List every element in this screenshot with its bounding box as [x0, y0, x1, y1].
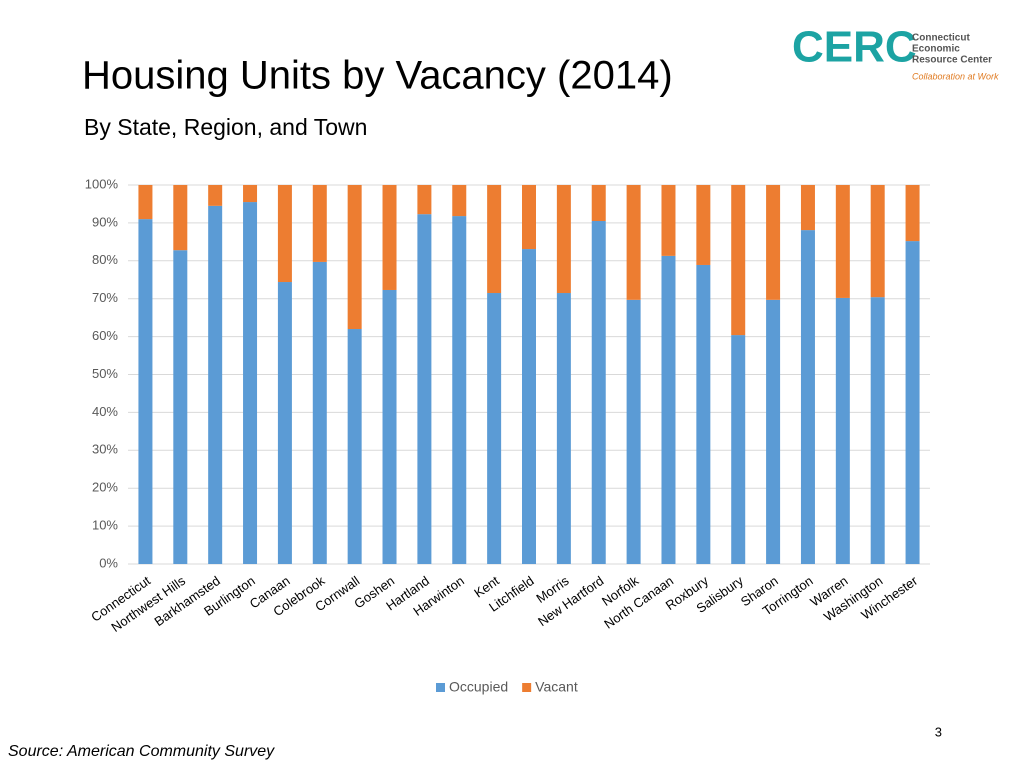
bar-segment: [731, 185, 746, 336]
bar-segment: [626, 299, 641, 564]
bar-segment: [556, 185, 571, 294]
bar-segment: [382, 289, 397, 564]
bar-segment: [835, 297, 850, 564]
bar-segment: [173, 250, 188, 565]
bar-segment: [905, 241, 920, 565]
bar-segment: [487, 293, 502, 564]
bar-segment: [731, 335, 746, 564]
bar-segment: [417, 214, 432, 565]
y-tick-label: 20%: [92, 480, 118, 495]
bar-segment: [243, 202, 258, 564]
bar-segment: [312, 185, 327, 262]
source: Source: American Community Survey: [8, 743, 275, 760]
bar-segment: [208, 185, 223, 206]
bar-segment: [591, 221, 606, 564]
y-tick-label: 70%: [92, 290, 118, 305]
bar-segment: [905, 185, 920, 242]
slide-subtitle: By State, Region, and Town: [84, 114, 367, 140]
bar-segment: [870, 185, 885, 298]
bar-segment: [277, 185, 292, 283]
bar-segment: [696, 185, 711, 265]
bar-segment: [243, 185, 258, 203]
bar-segment: [452, 216, 467, 564]
logo-text: Economic: [912, 44, 960, 55]
bar-segment: [661, 185, 676, 256]
bar-segment: [626, 185, 641, 300]
bar-segment: [208, 205, 223, 564]
bar-segment: [766, 299, 781, 564]
bar-segment: [138, 219, 153, 565]
bar-segment: [522, 185, 536, 250]
bar-segment: [835, 185, 850, 298]
bar-segment: [800, 230, 815, 564]
legend-label: Occupied: [449, 679, 508, 695]
logo-tagline: Collaboration at Work: [912, 71, 999, 81]
bar-segment: [312, 261, 327, 564]
logo-text: Resource Center: [912, 55, 992, 66]
y-tick-label: 80%: [92, 252, 118, 267]
bar-segment: [277, 282, 292, 564]
y-tick-label: 90%: [92, 214, 118, 229]
bar-segment: [870, 297, 885, 564]
bar-segment: [661, 255, 676, 565]
bar-segment: [556, 293, 571, 564]
bar-segment: [696, 264, 711, 564]
bar-segment: [487, 185, 502, 294]
bar-segment: [138, 185, 153, 220]
y-tick-label: 40%: [92, 404, 118, 419]
y-tick-label: 100%: [85, 176, 119, 191]
legend-label: Vacant: [535, 679, 578, 695]
page-number: 3: [935, 724, 942, 739]
bar-segment: [522, 249, 536, 564]
bar-segment: [347, 185, 362, 330]
legend-swatch: [436, 683, 445, 692]
bar-segment: [417, 185, 432, 215]
logo-text: Connecticut: [912, 33, 970, 44]
bar-segment: [382, 185, 397, 290]
bar-segment: [173, 185, 188, 251]
bar-segment: [800, 185, 815, 231]
logo-mark: CERC: [792, 23, 917, 72]
y-tick-label: 50%: [92, 366, 118, 381]
y-tick-label: 0%: [99, 555, 118, 570]
bar-segment: [591, 185, 606, 222]
y-tick-label: 30%: [92, 442, 118, 457]
slide-title: Housing Units by Vacancy (2014): [82, 54, 673, 98]
y-tick-label: 10%: [92, 518, 118, 533]
bar-segment: [347, 329, 362, 564]
bar-segment: [766, 185, 781, 300]
y-tick-label: 60%: [92, 328, 118, 343]
bar-segment: [452, 185, 467, 217]
legend-swatch: [522, 683, 532, 692]
